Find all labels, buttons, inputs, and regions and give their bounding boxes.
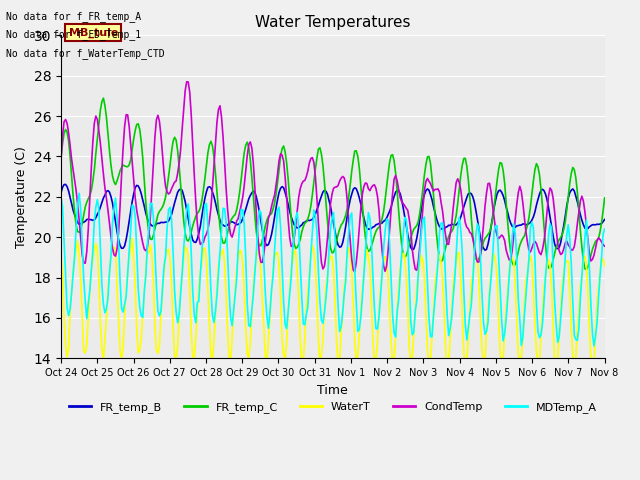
MDTemp_A: [57, 194, 65, 200]
CondTemp: [124, 112, 131, 118]
Text: MB_tule: MB_tule: [68, 27, 118, 37]
FR_temp_B: [239, 216, 246, 222]
Text: No data for f_FD_Temp_1: No data for f_FD_Temp_1: [6, 29, 141, 40]
CondTemp: [601, 243, 609, 249]
WaterT: [129, 235, 136, 241]
FR_temp_B: [296, 223, 304, 229]
FR_temp_B: [573, 199, 581, 204]
MDTemp_A: [125, 249, 133, 254]
Line: FR_temp_C: FR_temp_C: [61, 98, 605, 269]
WaterT: [248, 312, 255, 317]
Y-axis label: Temperature (C): Temperature (C): [15, 146, 28, 248]
CondTemp: [183, 79, 191, 84]
CondTemp: [248, 145, 255, 151]
Title: Water Temperatures: Water Temperatures: [255, 15, 410, 30]
Legend: FR_temp_B, FR_temp_C, WaterT, CondTemp, MDTemp_A: FR_temp_B, FR_temp_C, WaterT, CondTemp, …: [65, 397, 601, 417]
MDTemp_A: [296, 262, 304, 268]
WaterT: [573, 327, 581, 333]
Line: WaterT: WaterT: [61, 238, 605, 374]
WaterT: [601, 263, 609, 269]
WaterT: [552, 371, 560, 377]
FR_temp_C: [248, 174, 255, 180]
MDTemp_A: [76, 191, 83, 196]
FR_temp_C: [57, 154, 65, 160]
FR_temp_C: [582, 266, 590, 272]
FR_temp_B: [61, 181, 69, 187]
CondTemp: [296, 186, 304, 192]
Line: MDTemp_A: MDTemp_A: [61, 193, 605, 346]
MDTemp_A: [572, 336, 580, 342]
Text: No data for f_FR_temp_A: No data for f_FR_temp_A: [6, 11, 141, 22]
WaterT: [124, 267, 131, 273]
FR_temp_C: [572, 175, 580, 181]
MDTemp_A: [221, 206, 228, 212]
FR_temp_B: [248, 190, 255, 196]
CondTemp: [573, 221, 581, 227]
MDTemp_A: [239, 207, 246, 213]
CondTemp: [221, 158, 228, 164]
FR_temp_C: [125, 162, 133, 168]
WaterT: [239, 260, 246, 266]
FR_temp_C: [296, 237, 304, 242]
FR_temp_B: [601, 216, 609, 222]
FR_temp_C: [601, 195, 609, 201]
WaterT: [57, 252, 65, 258]
FR_temp_B: [221, 223, 228, 229]
FR_temp_C: [100, 95, 108, 101]
CondTemp: [351, 269, 358, 275]
X-axis label: Time: Time: [317, 384, 348, 396]
FR_temp_B: [57, 190, 65, 196]
MDTemp_A: [601, 226, 609, 232]
FR_temp_B: [125, 218, 133, 224]
Text: No data for f_WaterTemp_CTD: No data for f_WaterTemp_CTD: [6, 48, 165, 59]
FR_temp_C: [239, 163, 246, 168]
CondTemp: [239, 194, 246, 200]
FR_temp_C: [221, 240, 228, 246]
Line: CondTemp: CondTemp: [61, 82, 605, 272]
CondTemp: [57, 157, 65, 163]
MDTemp_A: [590, 343, 598, 349]
MDTemp_A: [248, 308, 255, 313]
Line: FR_temp_B: FR_temp_B: [61, 184, 605, 250]
FR_temp_B: [481, 247, 489, 253]
WaterT: [296, 336, 304, 342]
WaterT: [221, 259, 228, 265]
